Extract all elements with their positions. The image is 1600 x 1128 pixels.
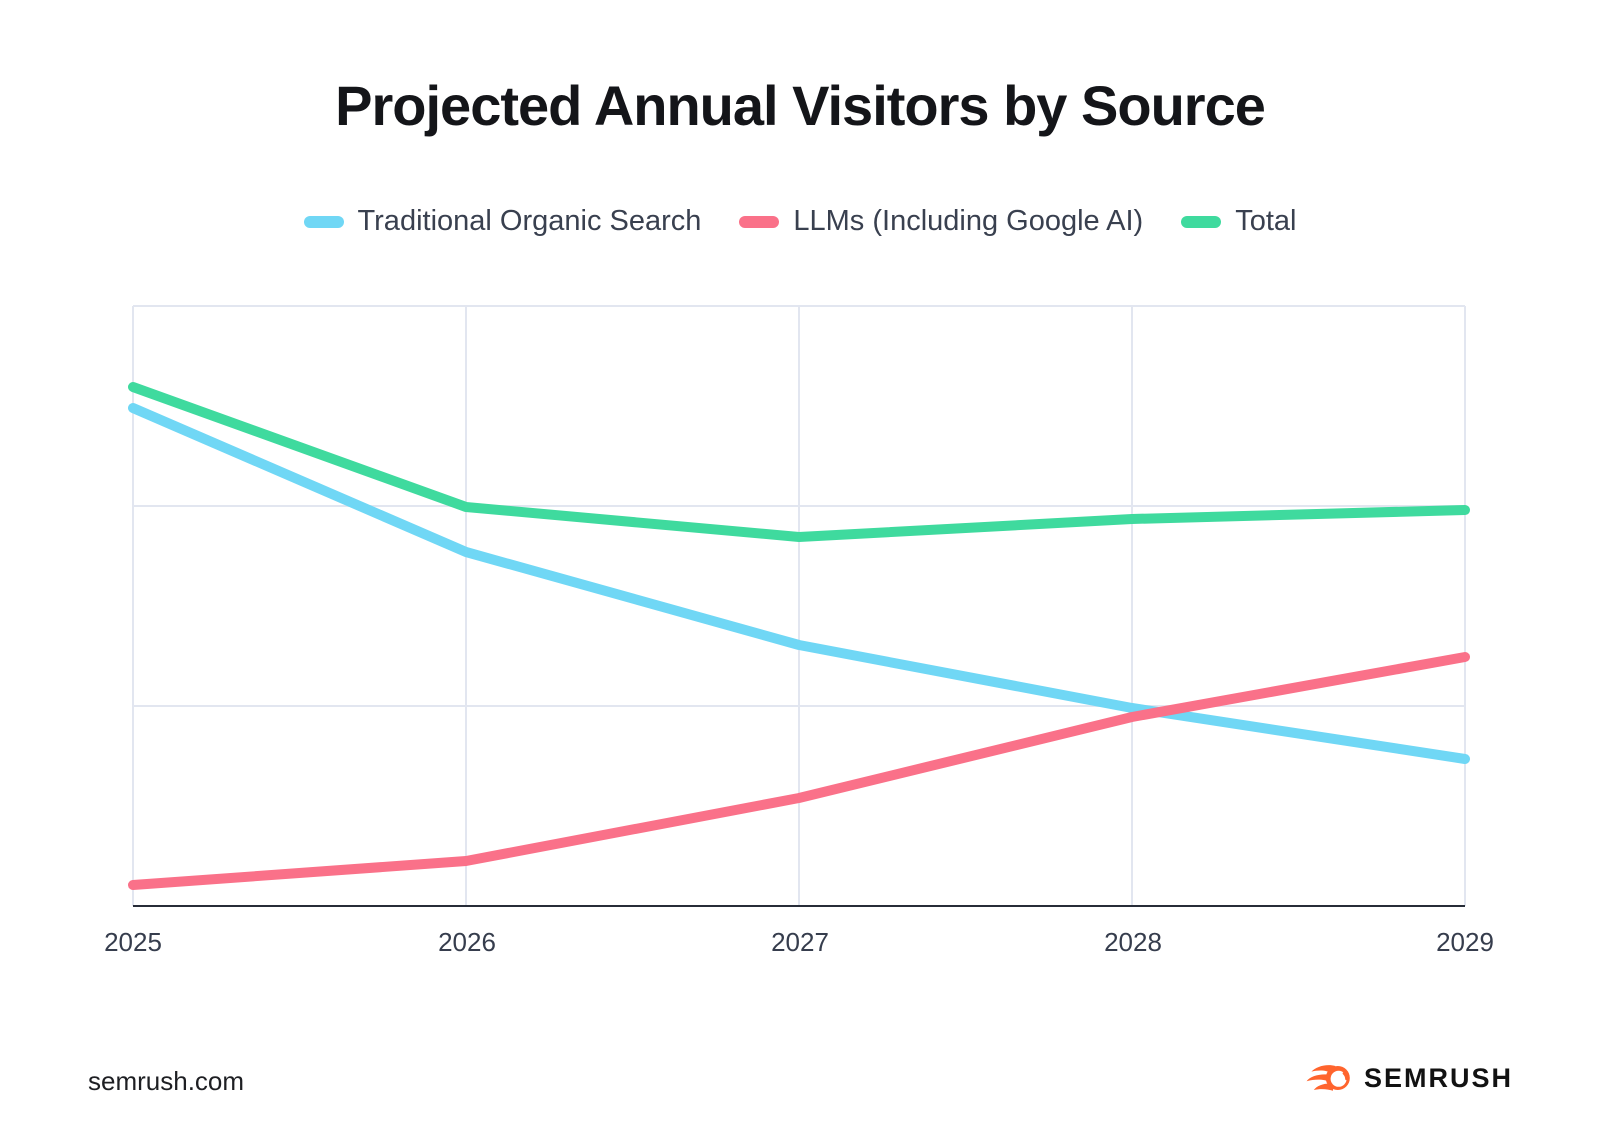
x-tick-2028: 2028 (1104, 927, 1162, 957)
chart-title: Projected Annual Visitors by Source (335, 74, 1266, 137)
x-tick-2025: 2025 (104, 927, 162, 957)
legend-swatch-total (1181, 215, 1222, 228)
legend-swatch-traditional-organic-search (303, 215, 344, 228)
legend-label-traditional-organic-search: Traditional Organic Search (357, 205, 702, 237)
plot-area (128, 305, 1470, 907)
legend-swatch-llms (739, 215, 780, 228)
semrush-logo: SEMRUSH (1306, 1062, 1513, 1094)
legend-item-llms: LLMs (Including Google AI) (739, 205, 1144, 238)
semrush-logo-text: SEMRUSH (1363, 1062, 1513, 1093)
x-tick-2026: 2026 (438, 927, 496, 957)
legend-label-total: Total (1235, 205, 1297, 237)
semrush-flame-icon (1306, 1065, 1350, 1091)
site-url: semrush.com (88, 1066, 245, 1096)
line-chart (128, 305, 1470, 907)
x-tick-2027: 2027 (771, 927, 829, 957)
legend-item-total: Total (1181, 205, 1297, 238)
legend-label-llms: LLMs (Including Google AI) (793, 205, 1144, 237)
legend-item-traditional-organic-search: Traditional Organic Search (303, 205, 702, 238)
chart-legend: Traditional Organic Search LLMs (Includi… (0, 205, 1600, 238)
x-tick-2029: 2029 (1436, 927, 1494, 957)
